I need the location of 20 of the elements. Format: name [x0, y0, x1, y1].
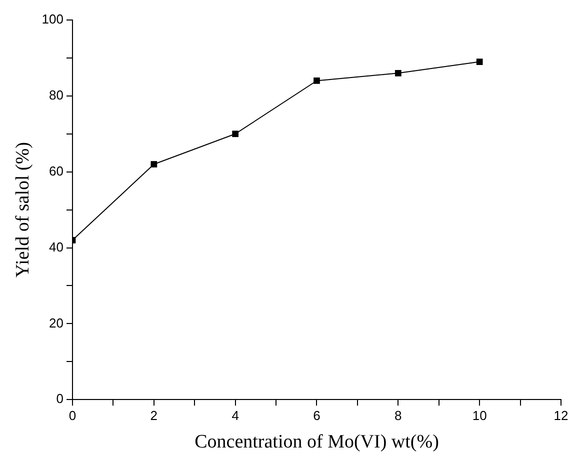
- x-tick-label: 12: [554, 408, 568, 423]
- y-axis-title: Yield of salol (%): [12, 142, 34, 278]
- point: [314, 78, 320, 84]
- y-tick-label: 0: [56, 391, 64, 406]
- y-tick-label: 60: [49, 163, 64, 178]
- x-tick-label: 8: [394, 408, 402, 423]
- point: [476, 58, 483, 65]
- x-tick-label: 10: [472, 408, 487, 423]
- x-tick-label: 4: [232, 408, 239, 423]
- point: [232, 130, 239, 138]
- y-tick-label: 20: [49, 315, 64, 330]
- x-tick-label: 6: [313, 408, 320, 423]
- point: [394, 70, 402, 76]
- y-tick-label: 40: [49, 239, 64, 254]
- x-axis-title: Concentration of Mo(VI) wt(%): [194, 432, 439, 453]
- y-tick-label: 100: [42, 12, 64, 27]
- x-tick-label: 0: [68, 408, 76, 423]
- x-tick-label: 2: [150, 408, 158, 423]
- point: [150, 161, 158, 168]
- y-tick-label: 80: [49, 88, 64, 102]
